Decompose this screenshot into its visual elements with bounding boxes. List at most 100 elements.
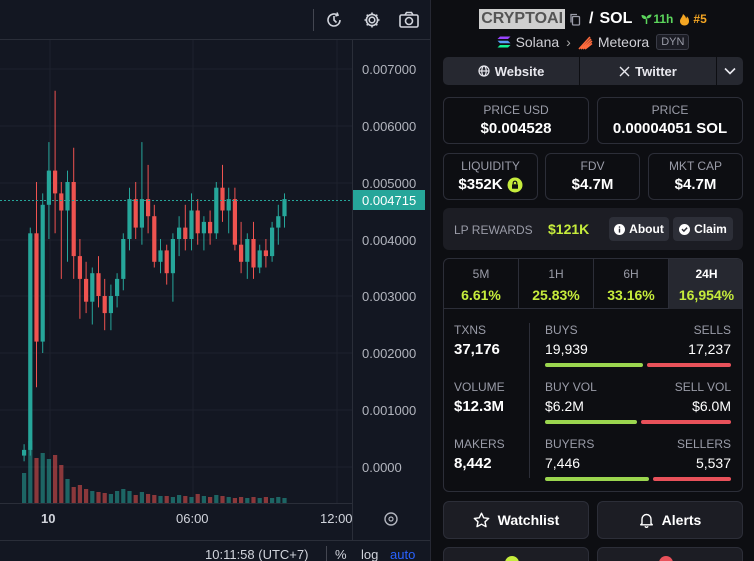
liquidity-label: LIQUIDITY [461,159,520,173]
volume-bar [146,494,151,503]
volume-bar [96,492,101,503]
sells-value: 17,237 [688,341,731,357]
volume-stat: VOLUME $12.3M [454,380,505,415]
log-toggle[interactable]: log [361,547,379,561]
volume-bar [71,487,76,503]
tab-6h[interactable]: 6H 33.16% [594,259,669,309]
buys-label: BUYS [545,323,578,337]
volume-bar [121,489,126,503]
candle-body [127,199,132,239]
candle-body [251,239,256,268]
fdv-value: $4.7M [571,176,614,193]
auto-scale-icon[interactable] [384,512,398,526]
candle-body [226,199,231,211]
volume-bar [257,498,262,503]
sellers-bar [653,477,731,481]
candle-body [46,170,51,205]
candle-body [170,239,175,274]
candle-body [146,199,151,217]
trending-rank: #5 [693,12,707,26]
about-button[interactable]: About [609,217,669,241]
lp-rewards-row: LP REWARDS $121K About Claim [443,208,743,250]
candle-body [102,296,107,314]
candle-body [208,221,213,234]
candle-body [164,250,169,274]
current-price-label: 0.004715 [362,193,416,208]
candle-body [84,278,89,302]
volume-bar [239,497,244,503]
volume-bar [183,496,188,503]
market-cap-card: MKT CAP $4.7M [648,153,743,200]
buys-value: 19,939 [545,341,588,357]
buys-bar [545,363,643,367]
tab-1h[interactable]: 1H 25.83% [519,259,594,309]
candle-body [34,233,39,342]
candle-body [282,199,287,217]
volume-bar [232,498,237,503]
volume-bar [90,491,95,503]
volume-bar [28,441,33,503]
alerts-button[interactable]: Alerts [597,501,743,539]
candle-body [77,256,82,279]
buy-icon [505,556,519,561]
chart-pane[interactable]: 0.007000 0.006000 0.005000 0.004000 0.00… [0,0,430,561]
candles [22,90,287,462]
stats-box: 5M 6.61% 1H 25.83% 6H 33.16% 24H 16,954% [443,258,743,492]
volume-bar [245,498,250,503]
more-links-button[interactable] [717,57,743,85]
volume-bar [46,459,51,503]
market-cap-value: $4.7M [674,176,717,193]
tab-24h[interactable]: 24H 16,954% [669,259,742,309]
price-tick: 0.0000 [362,460,402,475]
chevron-right-icon: › [566,34,571,50]
candle-body [133,199,138,228]
sell-volume-bar [641,420,731,424]
website-button[interactable]: Website [443,57,579,85]
copy-icon[interactable] [569,13,581,26]
gear-icon[interactable] [360,8,384,32]
twitter-button[interactable]: Twitter [580,57,716,85]
dex-name[interactable]: Meteora [597,34,650,50]
sells-bar [647,363,731,367]
stats-divider [529,323,530,478]
buyers-value: 7,446 [545,455,581,471]
volume-bar [152,495,157,503]
volume-bar [270,498,275,503]
chain-name[interactable]: Solana [515,34,560,50]
watchlist-button[interactable]: Watchlist [443,501,589,539]
time-tick: 12:00 [320,511,353,526]
volume-bar [77,485,82,503]
volume-bar [158,496,163,503]
price-tick: 0.004000 [362,233,416,248]
token-symbol[interactable]: CRYPTOAI [479,9,566,29]
candle-body [139,199,144,228]
lock-icon[interactable] [507,177,523,193]
tab-5m[interactable]: 5M 6.61% [444,259,519,309]
camera-icon[interactable] [397,8,421,32]
claim-button[interactable]: Claim [673,217,733,241]
website-label: Website [494,63,545,79]
fdv-label: FDV [580,159,605,173]
sellers-label: SELLERS [676,437,731,451]
price-tick: 0.007000 [362,62,416,77]
buy-button[interactable] [443,547,589,561]
price-tick: 0.003000 [362,289,416,304]
sell-button[interactable] [597,547,743,561]
candle-body [189,210,194,239]
auto-toggle[interactable]: auto [390,547,416,561]
globe-icon [478,65,490,77]
candle-body [59,193,64,211]
candlestick-chart[interactable]: 0.007000 0.006000 0.005000 0.004000 0.00… [0,0,430,540]
buy-volume-value: $6.2M [545,398,584,414]
percent-toggle[interactable]: % [335,547,347,561]
candle-body [263,250,268,257]
replay-icon[interactable] [322,8,346,32]
buy-sell-volume-bar [545,420,731,424]
tab-label: 5M [472,267,490,281]
current-price-badge [353,190,425,210]
sells-label: SELLS [693,323,731,337]
price-axis[interactable]: 0.007000 0.006000 0.005000 0.004000 0.00… [362,62,416,475]
check-circle-icon [679,223,691,235]
buyers-sellers-bar [545,477,731,481]
volume-bars [22,441,287,503]
